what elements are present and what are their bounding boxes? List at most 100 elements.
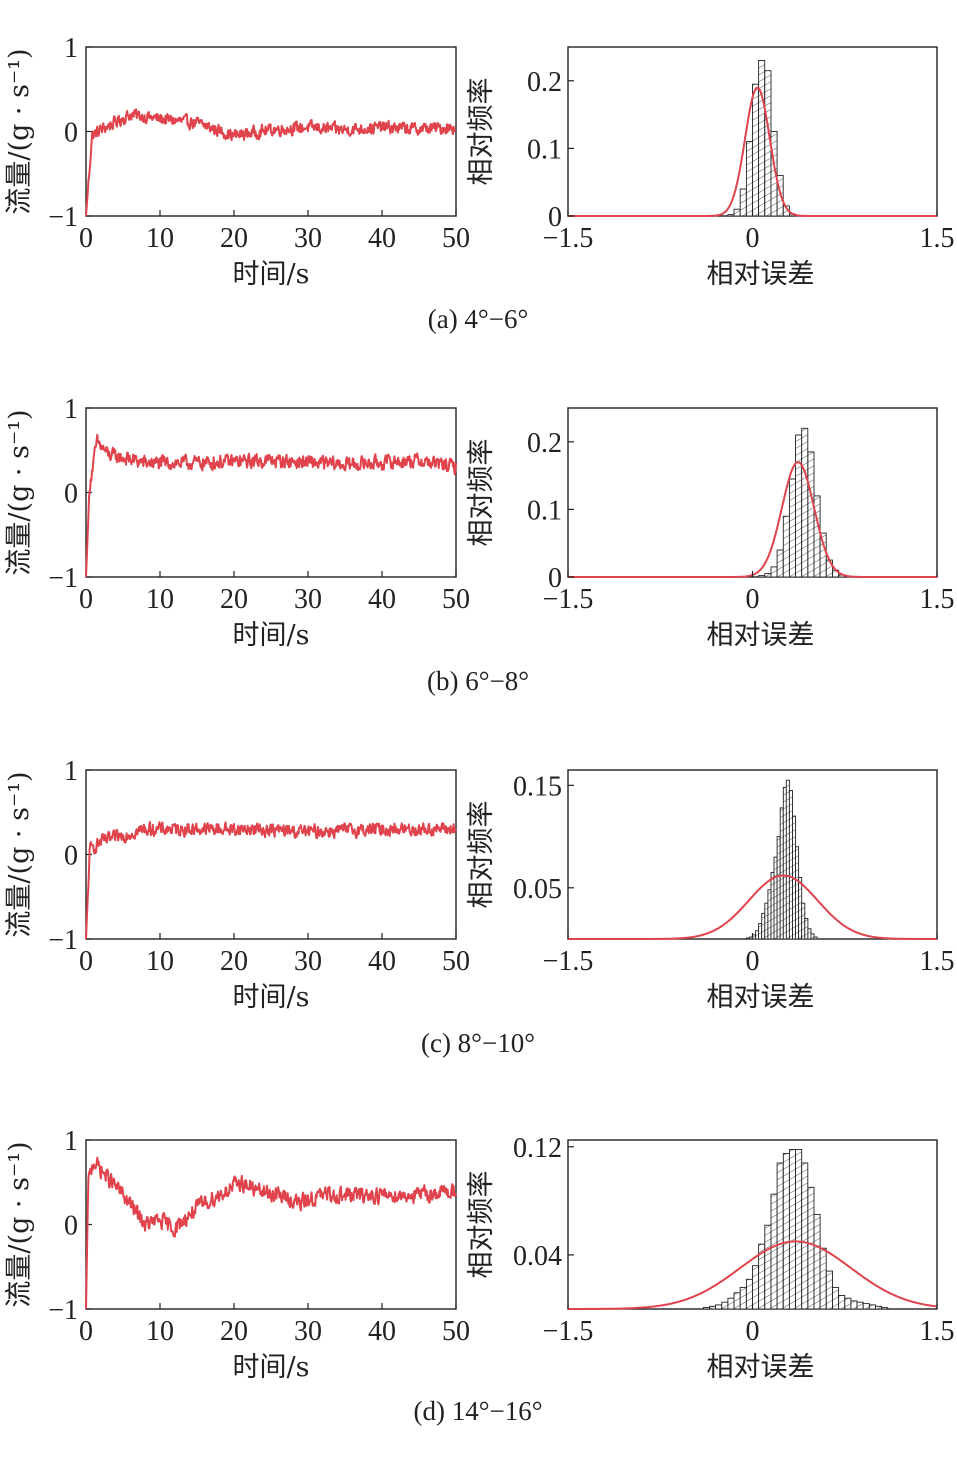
histogram-bar	[764, 573, 772, 578]
histogram-bar	[801, 427, 809, 578]
histogram-bar	[795, 434, 803, 578]
x-tick-label: 0	[79, 223, 93, 254]
panel-caption: (b) 6°−8°	[427, 666, 529, 696]
histogram-bar	[770, 1193, 778, 1310]
x-tick-label: 30	[294, 223, 322, 254]
x-tick-label: 50	[442, 1316, 470, 1347]
histogram-bar	[875, 1305, 883, 1310]
x-tick-label: 0	[746, 946, 760, 977]
histogram-bar	[761, 912, 766, 940]
flow-series-line	[85, 820, 457, 940]
flow-series-line	[85, 433, 457, 578]
x-tick-label: 20	[220, 584, 248, 615]
histogram-bar	[807, 1186, 815, 1310]
histogram-bar	[825, 1270, 833, 1310]
histogram-bar	[752, 1265, 760, 1310]
x-axis-label: 相对误差	[707, 259, 815, 290]
histogram-bar	[807, 451, 815, 578]
normal-fit-curve	[568, 1240, 938, 1310]
histogram-chart: −1.5 0 1.5 0.04 0.12 相对误差 相对频率	[466, 1133, 955, 1383]
y-tick-label: −1	[48, 563, 78, 594]
histogram-bar	[727, 214, 735, 217]
plot-frame	[567, 407, 938, 578]
histogram-bar	[764, 1224, 772, 1310]
histogram-bar	[788, 1149, 796, 1310]
histogram-bar	[739, 188, 747, 217]
histogram-bar	[758, 923, 763, 940]
normal-fit-curve	[568, 86, 937, 217]
histogram-bar	[862, 1303, 870, 1310]
x-tick-label: 50	[442, 584, 470, 615]
y-tick-label: 0.2	[527, 67, 562, 98]
x-tick-label: 10	[146, 584, 174, 615]
histogram-bar	[801, 1162, 809, 1310]
y-axis-label: 相对频率	[466, 1171, 497, 1279]
x-tick-label: 50	[442, 946, 470, 977]
histogram-bar	[782, 1153, 790, 1310]
y-tick-label: 0	[64, 841, 78, 872]
histogram-bar	[785, 779, 790, 940]
histogram-bar	[770, 566, 778, 578]
histogram-bar	[801, 902, 806, 940]
x-tick-label: 50	[442, 223, 470, 254]
y-tick-label: −1	[48, 1295, 78, 1326]
x-tick-label: 40	[368, 946, 396, 977]
y-tick-label: 1	[64, 1126, 78, 1157]
histogram-bar	[810, 933, 815, 940]
histogram-bar	[813, 936, 818, 940]
y-tick-label: 0	[64, 479, 78, 510]
x-tick-label: 40	[368, 223, 396, 254]
histogram-bar	[770, 131, 778, 217]
flow-series-line	[85, 108, 457, 217]
y-tick-label: 0.1	[527, 134, 562, 165]
x-tick-label: −1.5	[543, 223, 594, 254]
y-tick-label: −1	[48, 925, 78, 956]
histogram-bar	[776, 549, 784, 578]
histogram-bar	[813, 1213, 821, 1310]
y-axis-label: 相对频率	[466, 78, 497, 186]
x-tick-label: 10	[146, 946, 174, 977]
histogram-bar	[776, 836, 781, 940]
x-tick-label: 30	[294, 946, 322, 977]
histogram-bar	[715, 1304, 723, 1310]
x-tick-label: 30	[294, 1316, 322, 1347]
histogram-bar	[881, 1307, 889, 1310]
x-axis-label: 时间/s	[233, 1352, 310, 1383]
y-tick-label: 0.1	[527, 495, 562, 526]
x-axis-label: 相对误差	[707, 982, 815, 1013]
x-tick-label: 1.5	[920, 584, 955, 615]
y-tick-label: 0	[548, 563, 562, 594]
x-tick-label: 30	[294, 584, 322, 615]
y-tick-label: 1	[64, 394, 78, 425]
x-tick-label: 0	[746, 223, 760, 254]
y-tick-label: 0.2	[527, 428, 562, 459]
x-axis-label: 时间/s	[233, 259, 310, 290]
y-tick-label: 0.04	[513, 1241, 562, 1272]
panel-caption: (d) 14°−16°	[413, 1396, 542, 1426]
x-axis-label: 时间/s	[233, 620, 310, 651]
histogram-bar	[804, 918, 809, 940]
x-axis-label: 相对误差	[707, 1352, 815, 1383]
x-tick-label: 0	[746, 584, 760, 615]
y-axis-label: 流量/(g · s⁻¹)	[4, 1141, 35, 1307]
histogram-bar	[764, 902, 769, 940]
x-tick-label: 40	[368, 584, 396, 615]
x-tick-label: 1.5	[920, 946, 955, 977]
x-tick-label: 1.5	[920, 223, 955, 254]
y-tick-label: 0	[64, 118, 78, 149]
histogram-bar	[745, 1278, 753, 1310]
histogram-bar	[776, 1162, 784, 1310]
histogram-bar	[733, 1292, 741, 1310]
x-tick-label: 0	[79, 1316, 93, 1347]
x-axis-label: 时间/s	[233, 982, 310, 1013]
histogram-bar	[773, 856, 778, 940]
y-tick-label: 0	[64, 1211, 78, 1242]
x-tick-label: 20	[220, 946, 248, 977]
histogram-bar	[850, 1300, 858, 1310]
histogram-bar	[788, 790, 793, 940]
